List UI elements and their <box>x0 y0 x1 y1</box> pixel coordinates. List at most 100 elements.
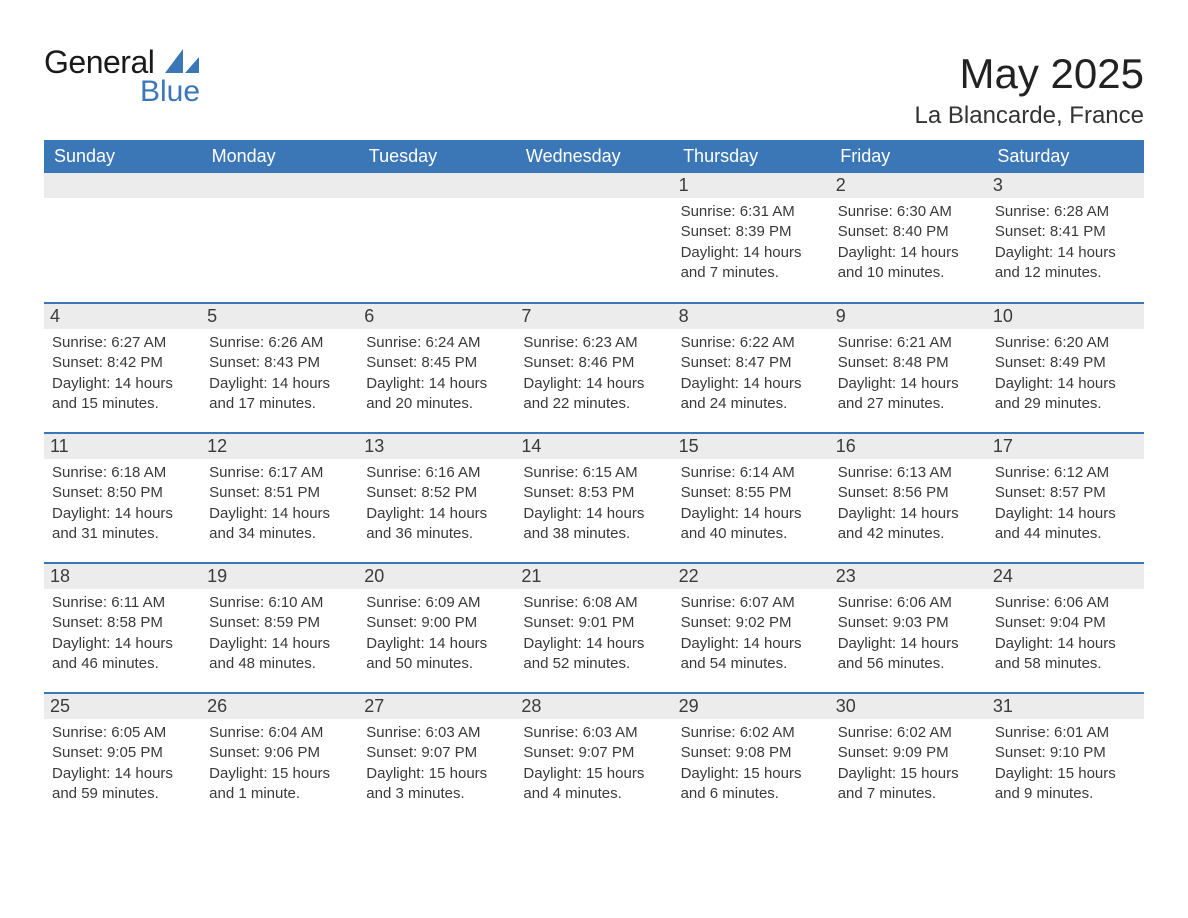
sunrise-line: Sunrise: 6:16 AM <box>366 463 507 483</box>
day-number: 22 <box>673 564 830 589</box>
day-number: 18 <box>44 564 201 589</box>
daylight-line: Daylight: 14 hours and 58 minutes. <box>995 634 1136 675</box>
day-number: 5 <box>201 304 358 329</box>
day-details: Sunrise: 6:14 AMSunset: 8:55 PMDaylight:… <box>681 463 822 544</box>
title-block: May 2025 La Blancarde, France <box>915 44 1144 140</box>
calendar-week-row: 18Sunrise: 6:11 AMSunset: 8:58 PMDayligh… <box>44 563 1144 693</box>
day-details: Sunrise: 6:07 AMSunset: 9:02 PMDaylight:… <box>681 593 822 674</box>
brand-word-blue: Blue <box>140 75 201 109</box>
calendar-day-cell: 22 Sunrise: 6:07 AMSunset: 9:02 PMDayligh… <box>673 563 830 693</box>
day-number: 7 <box>515 304 672 329</box>
sunset-line: Sunset: 8:50 PM <box>52 483 193 503</box>
sunset-line: Sunset: 8:39 PM <box>681 222 822 242</box>
day-number: 24 <box>987 564 1144 589</box>
daynum-bar-empty <box>358 173 515 198</box>
sunrise-line: Sunrise: 6:02 AM <box>838 723 979 743</box>
day-number: 9 <box>830 304 987 329</box>
day-number: 17 <box>987 434 1144 459</box>
brand-word-general: General <box>44 44 154 80</box>
sunset-line: Sunset: 8:55 PM <box>681 483 822 503</box>
day-number: 27 <box>358 694 515 719</box>
daynum-bar-empty <box>515 173 672 198</box>
sunrise-line: Sunrise: 6:09 AM <box>366 593 507 613</box>
day-details: Sunrise: 6:09 AMSunset: 9:00 PMDaylight:… <box>366 593 507 674</box>
location-label: La Blancarde, France <box>915 102 1144 130</box>
calendar-day-cell: 1Sunrise: 6:31 AMSunset: 8:39 PMDaylight… <box>673 173 830 303</box>
sunset-line: Sunset: 9:03 PM <box>838 613 979 633</box>
day-number: 3 <box>987 173 1144 198</box>
sunset-line: Sunset: 8:47 PM <box>681 353 822 373</box>
calendar-day-cell: 21Sunrise: 6:08 AMSunset: 9:01 PMDayligh… <box>515 563 672 693</box>
daylight-line: Daylight: 14 hours and 46 minutes. <box>52 634 193 675</box>
sunset-line: Sunset: 9:09 PM <box>838 743 979 763</box>
day-details: Sunrise: 6:08 AMSunset: 9:01 PMDaylight:… <box>523 593 664 674</box>
daylight-line: Daylight: 14 hours and 34 minutes. <box>209 504 350 545</box>
sunset-line: Sunset: 9:07 PM <box>523 743 664 763</box>
sunset-line: Sunset: 9:08 PM <box>681 743 822 763</box>
daylight-line: Daylight: 14 hours and 36 minutes. <box>366 504 507 545</box>
sunset-line: Sunset: 8:59 PM <box>209 613 350 633</box>
daylight-line: Daylight: 14 hours and 17 minutes. <box>209 374 350 415</box>
calendar-day-cell: 10 Sunrise: 6:20 AMSunset: 8:49 PMDayligh… <box>987 303 1144 433</box>
day-details: Sunrise: 6:06 AMSunset: 9:04 PMDaylight:… <box>995 593 1136 674</box>
day-details: Sunrise: 6:10 AMSunset: 8:59 PMDaylight:… <box>209 593 350 674</box>
daylight-line: Daylight: 14 hours and 31 minutes. <box>52 504 193 545</box>
sunrise-line: Sunrise: 6:12 AM <box>995 463 1136 483</box>
daylight-line: Daylight: 15 hours and 3 minutes. <box>366 764 507 805</box>
daylight-line: Daylight: 14 hours and 20 minutes. <box>366 374 507 415</box>
calendar-week-row: 11Sunrise: 6:18 AMSunset: 8:50 PMDayligh… <box>44 433 1144 563</box>
day-details: Sunrise: 6:30 AMSunset: 8:40 PMDaylight:… <box>838 202 979 283</box>
weekday-header: Tuesday <box>358 140 515 173</box>
daylight-line: Daylight: 15 hours and 9 minutes. <box>995 764 1136 805</box>
calendar-day-cell: 17Sunrise: 6:12 AMSunset: 8:57 PMDayligh… <box>987 433 1144 563</box>
sunrise-line: Sunrise: 6:02 AM <box>681 723 822 743</box>
daylight-line: Daylight: 14 hours and 29 minutes. <box>995 374 1136 415</box>
day-details: Sunrise: 6:28 AMSunset: 8:41 PMDaylight:… <box>995 202 1136 283</box>
sunset-line: Sunset: 9:10 PM <box>995 743 1136 763</box>
sunset-line: Sunset: 9:04 PM <box>995 613 1136 633</box>
sunrise-line: Sunrise: 6:03 AM <box>366 723 507 743</box>
sunset-line: Sunset: 8:45 PM <box>366 353 507 373</box>
daylight-line: Daylight: 14 hours and 50 minutes. <box>366 634 507 675</box>
calendar-day-cell: 27 Sunrise: 6:03 AMSunset: 9:07 PMDayligh… <box>358 693 515 823</box>
day-details: Sunrise: 6:02 AMSunset: 9:08 PMDaylight:… <box>681 723 822 804</box>
day-number: 14 <box>515 434 672 459</box>
daylight-line: Daylight: 14 hours and 40 minutes. <box>681 504 822 545</box>
sunrise-line: Sunrise: 6:04 AM <box>209 723 350 743</box>
calendar-day-cell: 3 Sunrise: 6:28 AMSunset: 8:41 PMDaylight… <box>987 173 1144 303</box>
daylight-line: Daylight: 14 hours and 7 minutes. <box>681 243 822 284</box>
day-number: 15 <box>673 434 830 459</box>
day-details: Sunrise: 6:03 AMSunset: 9:07 PMDaylight:… <box>366 723 507 804</box>
sunset-line: Sunset: 8:40 PM <box>838 222 979 242</box>
sunrise-line: Sunrise: 6:15 AM <box>523 463 664 483</box>
sunrise-line: Sunrise: 6:06 AM <box>995 593 1136 613</box>
day-number: 6 <box>358 304 515 329</box>
daylight-line: Daylight: 15 hours and 1 minute. <box>209 764 350 805</box>
day-details: Sunrise: 6:26 AMSunset: 8:43 PMDaylight:… <box>209 333 350 414</box>
sunrise-line: Sunrise: 6:14 AM <box>681 463 822 483</box>
calendar-day-cell: 26Sunrise: 6:04 AMSunset: 9:06 PMDayligh… <box>201 693 358 823</box>
day-number: 10 <box>987 304 1144 329</box>
weekday-header: Saturday <box>987 140 1144 173</box>
weekday-header: Sunday <box>44 140 201 173</box>
calendar-day-cell <box>201 173 358 303</box>
day-number: 31 <box>987 694 1144 719</box>
calendar-header-row: SundayMondayTuesdayWednesdayThursdayFrid… <box>44 140 1144 173</box>
calendar-day-cell: 2Sunrise: 6:30 AMSunset: 8:40 PMDaylight… <box>830 173 987 303</box>
calendar-week-row: 1Sunrise: 6:31 AMSunset: 8:39 PMDaylight… <box>44 173 1144 303</box>
day-number: 30 <box>830 694 987 719</box>
day-details: Sunrise: 6:03 AMSunset: 9:07 PMDaylight:… <box>523 723 664 804</box>
sunrise-line: Sunrise: 6:22 AM <box>681 333 822 353</box>
day-details: Sunrise: 6:20 AMSunset: 8:49 PMDaylight:… <box>995 333 1136 414</box>
calendar-day-cell: 5 Sunrise: 6:26 AMSunset: 8:43 PMDaylight… <box>201 303 358 433</box>
calendar-day-cell: 12Sunrise: 6:17 AMSunset: 8:51 PMDayligh… <box>201 433 358 563</box>
weekday-header: Friday <box>830 140 987 173</box>
sunset-line: Sunset: 8:53 PM <box>523 483 664 503</box>
sunrise-line: Sunrise: 6:11 AM <box>52 593 193 613</box>
day-details: Sunrise: 6:21 AMSunset: 8:48 PMDaylight:… <box>838 333 979 414</box>
calendar-body: 1Sunrise: 6:31 AMSunset: 8:39 PMDaylight… <box>44 173 1144 823</box>
calendar-day-cell: 14Sunrise: 6:15 AMSunset: 8:53 PMDayligh… <box>515 433 672 563</box>
day-number: 11 <box>44 434 201 459</box>
calendar-table: SundayMondayTuesdayWednesdayThursdayFrid… <box>44 140 1144 823</box>
sunset-line: Sunset: 8:42 PM <box>52 353 193 373</box>
